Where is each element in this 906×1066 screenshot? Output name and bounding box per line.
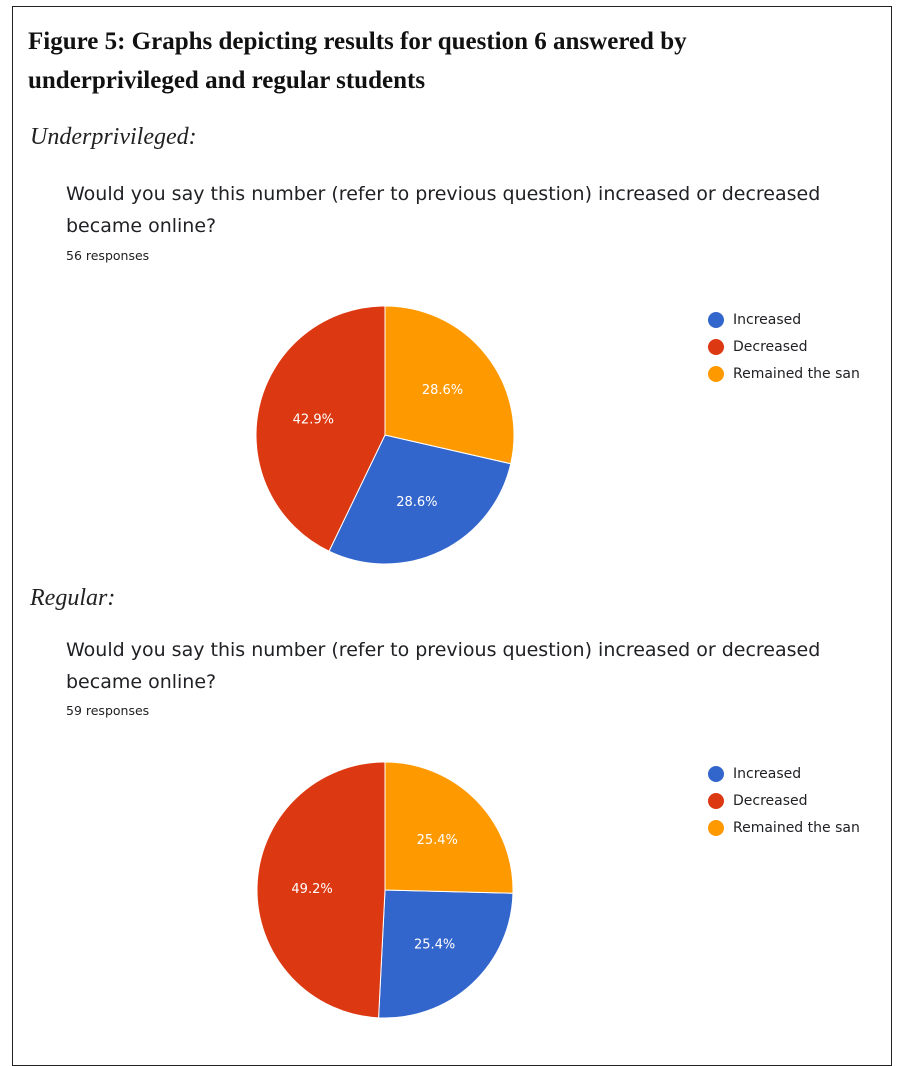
pie-data-label: 49.2% xyxy=(291,882,332,897)
pie-data-label: 25.4% xyxy=(414,937,455,952)
chart-question-line2: became online? xyxy=(66,671,217,693)
chart-question: Would you say this number (refer to prev… xyxy=(66,178,878,242)
section-label-regular: Regular: xyxy=(30,585,116,611)
pie-slice-increased xyxy=(328,434,512,565)
legend-item-increased: Increased xyxy=(708,760,878,787)
pie-data-label: 28.6% xyxy=(422,383,463,398)
legend-label: Remained the san xyxy=(733,819,860,836)
legend-item-increased: Increased xyxy=(708,306,878,333)
legend-swatch xyxy=(708,819,724,836)
legend-item-remained: Remained the san xyxy=(708,814,878,841)
legend-item-remained: Remained the san xyxy=(708,360,878,387)
chart-legend: Increased Decreased Remained the san xyxy=(708,760,878,841)
pie-slice-remained xyxy=(384,305,515,465)
pie-slice-remained xyxy=(384,761,514,894)
legend-label: Increased xyxy=(733,765,802,782)
pie-data-label: 42.9% xyxy=(293,413,334,428)
pie-chart-underprivileged: 28.6% 42.9% 28.6% xyxy=(255,305,515,565)
legend-item-decreased: Decreased xyxy=(708,787,878,814)
chart-question-line1: Would you say this number (refer to prev… xyxy=(66,639,821,661)
legend-swatch xyxy=(708,765,724,782)
pie-data-label: 25.4% xyxy=(417,833,458,848)
pie-chart-regular: 25.4% 49.2% 25.4% xyxy=(256,761,514,1019)
legend-label: Remained the san xyxy=(733,365,860,382)
legend-item-decreased: Decreased xyxy=(708,333,878,360)
chart-question: Would you say this number (refer to prev… xyxy=(66,634,878,698)
figure-title: Figure 5: Graphs depicting results for q… xyxy=(28,28,687,94)
response-count: 59 responses xyxy=(66,703,150,718)
legend-label: Decreased xyxy=(733,792,808,809)
legend-swatch xyxy=(708,311,724,328)
legend-swatch xyxy=(708,792,724,809)
pie-slice-increased xyxy=(378,889,514,1019)
legend-swatch xyxy=(708,338,724,355)
chart-legend: Increased Decreased Remained the san xyxy=(708,306,878,387)
response-count: 56 responses xyxy=(66,248,150,263)
legend-label: Increased xyxy=(733,311,802,328)
chart-question-line2: became online? xyxy=(66,215,217,237)
pie-slice-decreased xyxy=(255,305,386,552)
legend-label: Decreased xyxy=(733,338,808,355)
pie-data-label: 28.6% xyxy=(396,495,437,510)
pie-slice-decreased xyxy=(256,761,386,1019)
legend-swatch xyxy=(708,365,724,382)
section-label-underprivileged: Underprivileged: xyxy=(30,124,197,150)
chart-question-line1: Would you say this number (refer to prev… xyxy=(66,183,821,205)
